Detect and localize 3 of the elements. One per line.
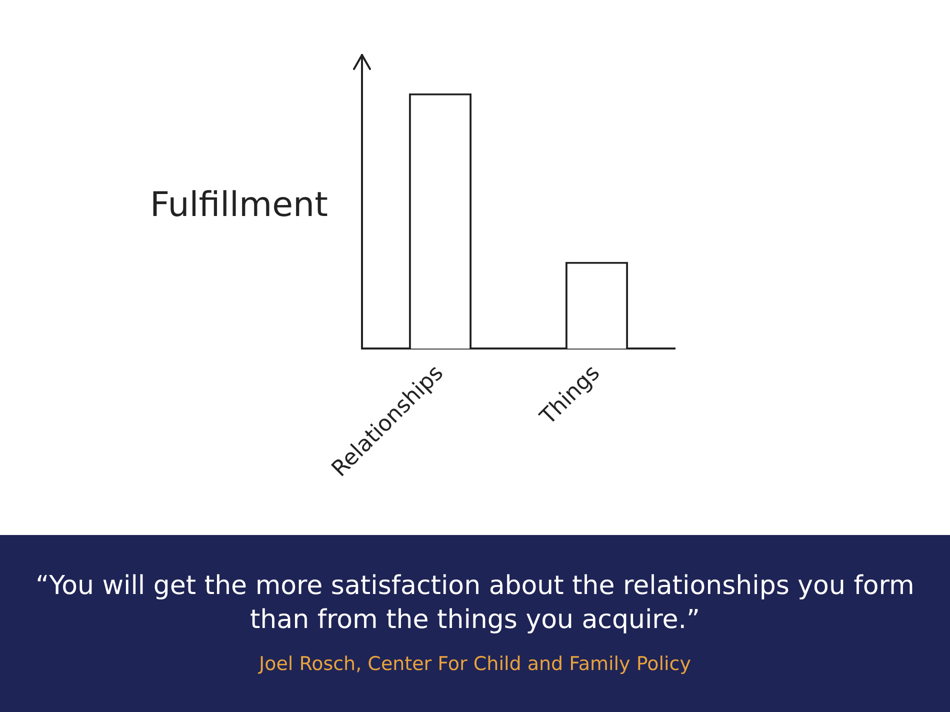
y-axis-title: Fulfillment xyxy=(150,185,328,225)
text: “You will get the more satisfaction about the relationships you form than from the things you acquire.” xyxy=(35,570,915,638)
text: Joel Rosch, Center For Child and Family Policy xyxy=(259,652,691,677)
